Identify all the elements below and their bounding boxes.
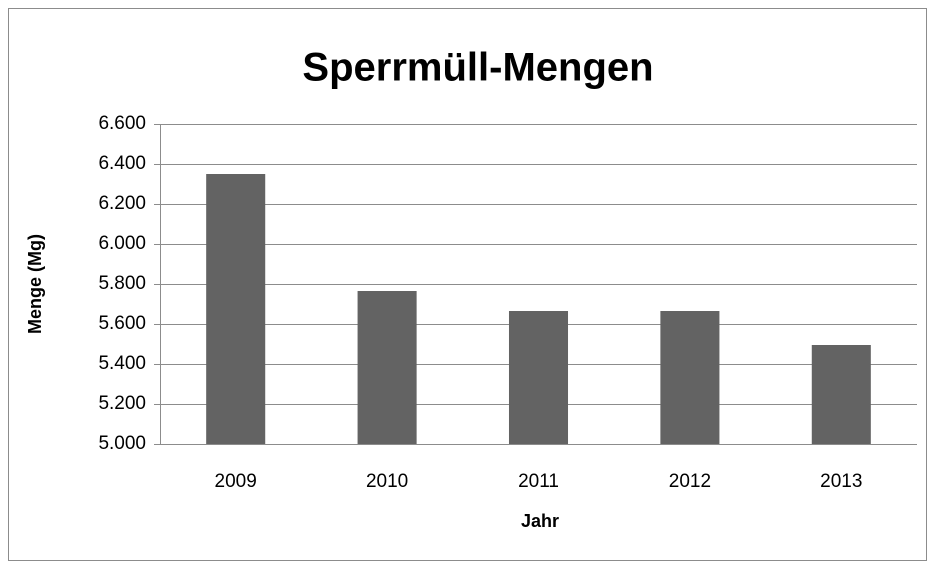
- x-tick-label: 2010: [366, 471, 408, 492]
- y-tick-label: 5.400: [98, 353, 146, 374]
- y-tick-label: 5.200: [98, 393, 146, 414]
- bar: [508, 311, 569, 444]
- x-tick-label: 2011: [518, 471, 559, 492]
- bar: [357, 291, 417, 444]
- x-tick-label: 2012: [669, 471, 711, 492]
- y-tick-label: 6.400: [98, 153, 146, 174]
- y-tick-label: 6.600: [98, 113, 146, 134]
- y-tick-label: 6.000: [98, 233, 146, 254]
- y-tick-label: 5.000: [98, 433, 146, 454]
- x-tick-label: 2009: [215, 471, 257, 492]
- bar: [206, 174, 266, 444]
- y-tick-label: 5.600: [98, 313, 146, 334]
- x-tick-label: 2013: [820, 471, 862, 492]
- y-tick-label: 5.800: [98, 273, 146, 294]
- y-axis-title: Menge (Mg): [25, 234, 45, 334]
- chart-title: Sperrmüll-Mengen: [302, 46, 653, 90]
- bar: [660, 311, 720, 444]
- x-axis-title: Jahr: [521, 511, 559, 531]
- y-tick-label: 6.200: [98, 193, 146, 214]
- bar: [811, 345, 871, 444]
